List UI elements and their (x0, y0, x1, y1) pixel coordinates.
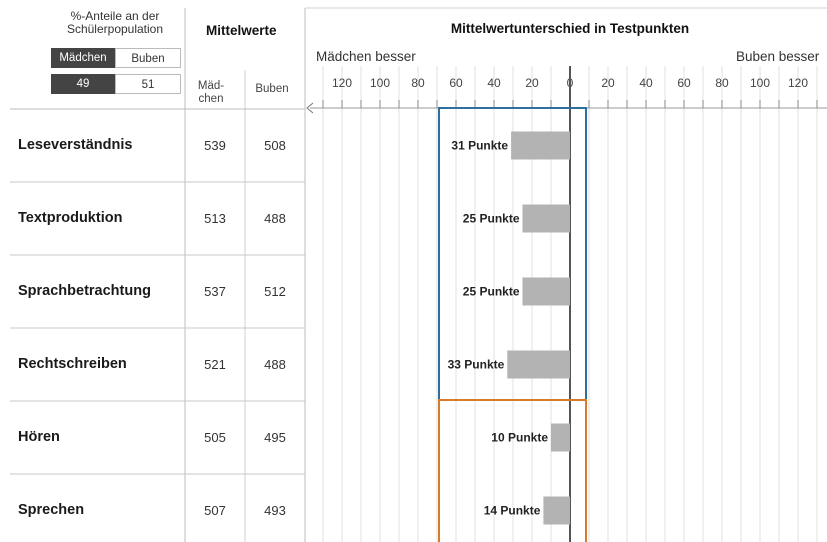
x-tick-label: 20 (525, 76, 539, 90)
x-tick-label: 60 (677, 76, 691, 90)
x-tick-label: 100 (370, 76, 390, 90)
bar (522, 277, 570, 306)
category-label: Rechtschreiben (18, 355, 127, 372)
group-frames (438, 107, 587, 542)
boys-label-box: Buben (115, 48, 181, 68)
boys-mean: 512 (264, 283, 286, 299)
boys-mean: 493 (264, 502, 286, 518)
bar (543, 496, 570, 525)
category-label: Leseverständnis (18, 136, 133, 153)
boys-mean: 488 (264, 210, 286, 226)
x-tick-label: 120 (332, 76, 352, 90)
table-lines (10, 7, 827, 542)
bar-label: 33 Punkte (448, 358, 505, 372)
girls-mean: 539 (204, 137, 226, 153)
chart-ticks: 12010080604020020406080100120 (310, 66, 827, 542)
girls-better-label: Mädchen besser (316, 49, 416, 64)
chart-bars: 31 Punkte 25 Punkte 25 Punkte 33 Punkte 10 P… (448, 131, 570, 525)
bar (522, 204, 570, 233)
category-label: Sprechen (18, 501, 85, 518)
boys-share-box: 51 (115, 74, 181, 94)
girls-column-header: Mäd- chen (197, 80, 225, 105)
chart-grid (322, 66, 818, 542)
category-label: Sprachbetrachtung (18, 282, 151, 299)
boys-mean: 495 (264, 429, 286, 445)
axis-arrow (306, 102, 314, 114)
girls-mean: 507 (204, 502, 226, 518)
bar (507, 350, 570, 379)
girls-mean: 505 (204, 429, 226, 445)
category-label: Hören (18, 428, 60, 445)
girls-label-box: Mädchen (51, 48, 115, 68)
x-tick-label: 40 (487, 76, 501, 90)
boys-mean: 508 (264, 137, 286, 153)
girls-share-box: 49 (51, 74, 115, 94)
x-tick-label: 20 (601, 76, 615, 90)
boys-better-label: Buben besser (736, 49, 820, 64)
bar (551, 423, 570, 452)
x-tick-label: 80 (715, 76, 729, 90)
difference-header: Mittelwertunterschied in Testpunkten (450, 21, 690, 36)
group-frame (438, 399, 587, 542)
x-tick-label: 60 (449, 76, 463, 90)
x-tick-label: 80 (411, 76, 425, 90)
bar-label: 10 Punkte (491, 431, 548, 445)
bar-label: 31 Punkte (451, 139, 508, 153)
means-header: Mittelwerte (206, 23, 277, 38)
bar-label: 25 Punkte (463, 212, 520, 226)
population-title: %-Anteile an der Schülerpopulation (66, 9, 164, 36)
category-label: Textproduktion (18, 209, 123, 226)
girls-mean: 513 (204, 210, 226, 226)
x-tick-label: 120 (788, 76, 808, 90)
girls-mean: 521 (204, 356, 226, 372)
boys-column-header: Buben (255, 83, 289, 95)
bar-label: 14 Punkte (484, 504, 541, 518)
girls-mean: 537 (204, 283, 226, 299)
boys-mean: 488 (264, 356, 286, 372)
x-tick-label: 100 (750, 76, 770, 90)
x-tick-label: 40 (639, 76, 653, 90)
bar-label: 25 Punkte (463, 285, 520, 299)
bar (511, 131, 570, 160)
